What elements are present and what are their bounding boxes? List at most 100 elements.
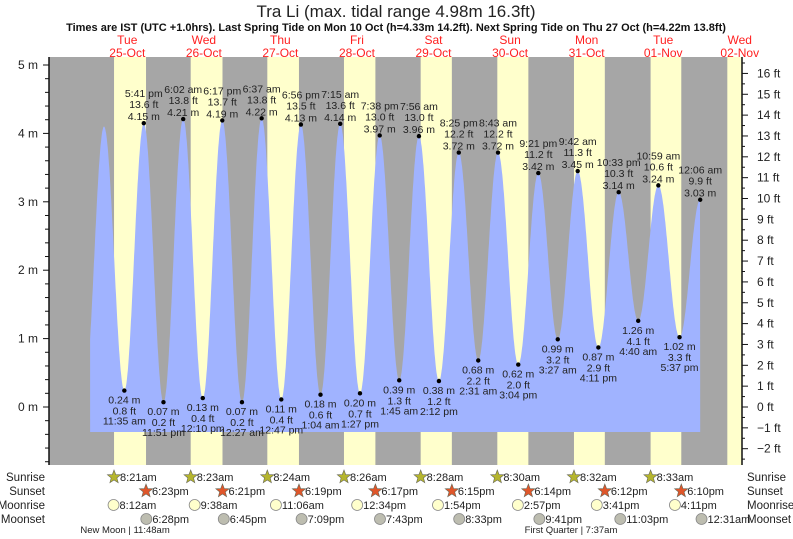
- high-tide-m: 3.97 m: [364, 123, 396, 135]
- moonset-icon: [453, 513, 466, 525]
- high-tide-point: [416, 133, 422, 139]
- low-tide-time: 11:51 pm: [142, 427, 185, 439]
- moonset-time: 6:28pm: [152, 514, 189, 526]
- moonrise-icon: [270, 499, 282, 511]
- high-tide-ft: 9.9 ft: [689, 176, 712, 188]
- high-tide-ft: 13.5 ft: [286, 101, 315, 113]
- axes: 5 m 4 m 3 m 2 m 1 m 0 m 16 ft 15 ft 14 ft 13 ft 12…: [18, 57, 781, 465]
- high-tide-m: 4.13 m: [285, 113, 317, 125]
- high-tide-point: [656, 183, 661, 188]
- moonset-time: 11:03pm: [626, 514, 668, 526]
- high-tide-time: 6:56 pm: [282, 90, 320, 102]
- high-tide-ft: 13.7 ft: [208, 96, 237, 108]
- low-tide-ft: 2.9 ft: [587, 362, 610, 374]
- sunrise-icon: [566, 469, 582, 484]
- moonrise-time: 2:57pm: [524, 500, 561, 512]
- low-tide-time: 2:12 pm: [420, 406, 458, 418]
- right-tick-label: −2 ft: [757, 442, 781, 456]
- low-tide-ft: 0.8 ft: [113, 406, 136, 418]
- low-tide-time: 2:31 am: [459, 385, 497, 397]
- right-tick-label: 1 ft: [757, 379, 774, 393]
- moonrise-icon: [511, 499, 524, 511]
- right-tick-label: 6 ft: [757, 275, 774, 289]
- right-tick-label: 0 ft: [757, 400, 774, 414]
- low-tide-point: [516, 362, 521, 367]
- moonset-icon: [295, 513, 308, 525]
- moonrise-time: 11:06am: [282, 500, 324, 512]
- low-tide-point: [636, 318, 641, 324]
- moonrise-icon: [669, 499, 681, 511]
- low-tide-time: 4:40 am: [619, 346, 657, 358]
- sunrise-icon: [106, 469, 122, 484]
- sunset-time: 6:23pm: [152, 486, 189, 498]
- sunrise-icon: [183, 469, 199, 484]
- moonset-icon: [614, 513, 627, 525]
- low-tide-m: 0.39 m: [383, 384, 415, 396]
- high-tide-point: [141, 120, 146, 126]
- moonset-time: 8:33pm: [465, 514, 502, 526]
- sunrise-icon: [336, 469, 352, 484]
- low-tide-time: 12:10 pm: [181, 423, 225, 435]
- low-tide-ft: 0.4 ft: [270, 414, 293, 426]
- low-tide-point: [200, 395, 205, 401]
- high-tide-m: 4.15 m: [128, 111, 160, 123]
- sunset-time: 6:14pm: [534, 486, 571, 498]
- high-tide-point: [495, 150, 501, 155]
- high-tide-time: 5:41 pm: [125, 88, 163, 100]
- low-tide-m: 0.11 m: [266, 403, 298, 415]
- low-tide-point: [318, 392, 323, 397]
- high-tide-time: 8:25 pm: [440, 118, 478, 130]
- left-tick-label: 3 m: [18, 195, 38, 209]
- low-tide-time: 11:35 am: [103, 416, 146, 428]
- day-of-week: Fri: [350, 33, 364, 47]
- right-tick-label: 4 ft: [757, 317, 774, 331]
- high-tide-m: 4.19 m: [206, 108, 238, 120]
- high-tide-point: [298, 122, 304, 127]
- low-tide-ft: 1.3 ft: [388, 395, 411, 407]
- high-tide-m: 3.42 m: [522, 161, 554, 173]
- low-tide-m: 1.26 m: [622, 325, 654, 337]
- high-tide-m: 4.21 m: [167, 107, 199, 119]
- moonrise-row-label-right: Moonrise: [747, 500, 793, 512]
- sunset-row-label-right: Sunset: [747, 486, 784, 498]
- high-tide-ft: 13.6 ft: [326, 100, 355, 112]
- sunrise-icon: [259, 469, 275, 484]
- right-tick-label: 9 ft: [757, 212, 774, 226]
- sunrise-row-label-right: Sunrise: [747, 472, 786, 484]
- high-tide-ft: 12.2 ft: [483, 129, 512, 141]
- low-tide-ft: 2.0 ft: [507, 380, 530, 392]
- moonrise-time: 12:34pm: [363, 500, 406, 512]
- chart-title: Tra Li (max. tidal range 4.98m 16.3ft): [256, 2, 535, 21]
- high-tide-point: [220, 118, 225, 123]
- low-tide-point: [357, 391, 363, 396]
- low-tide-ft: 0.7 ft: [348, 408, 371, 420]
- moonrise-row-label: Moonrise: [0, 500, 45, 512]
- day-labels: Tue25-OctWed26-OctThu27-OctFri28-OctSat2…: [109, 33, 759, 60]
- low-tide-time: 3:04 pm: [499, 390, 537, 402]
- low-tide-point: [436, 378, 442, 384]
- sunset-icon: [444, 483, 460, 498]
- high-tide-point: [377, 133, 382, 138]
- left-tick-label: 1 m: [18, 332, 38, 346]
- moonrise-icon: [188, 499, 201, 511]
- low-tide-m: 0.13 m: [187, 402, 219, 414]
- moon-phase: New Moon | 11:48am: [80, 525, 170, 536]
- moonset-time: 6:45pm: [230, 514, 267, 526]
- day-date: 31-Oct: [569, 46, 606, 60]
- day-date: 02-Nov: [720, 46, 759, 60]
- sunset-icon: [291, 483, 307, 498]
- low-tide-m: 0.68 m: [462, 364, 494, 376]
- low-tide-time: 1:45 am: [380, 405, 418, 417]
- high-tide-point: [338, 121, 343, 127]
- chart-subtitle: Times are IST (UTC +1.0hrs). Last Spring…: [66, 22, 726, 34]
- right-tick-label: 13 ft: [757, 129, 781, 143]
- sunrise-time: 8:24am: [273, 472, 310, 484]
- moonset-row-label-right: Moonset: [747, 514, 792, 526]
- high-tide-ft: 13.8 ft: [169, 95, 198, 107]
- high-tide-time: 7:15 am: [321, 89, 359, 101]
- high-tide-time: 7:38 pm: [361, 100, 399, 112]
- sunrise-time: 8:26am: [350, 472, 387, 484]
- sunrise-icon: [643, 469, 659, 484]
- low-tide-time: 5:37 pm: [661, 362, 699, 374]
- low-tide-point: [677, 335, 682, 340]
